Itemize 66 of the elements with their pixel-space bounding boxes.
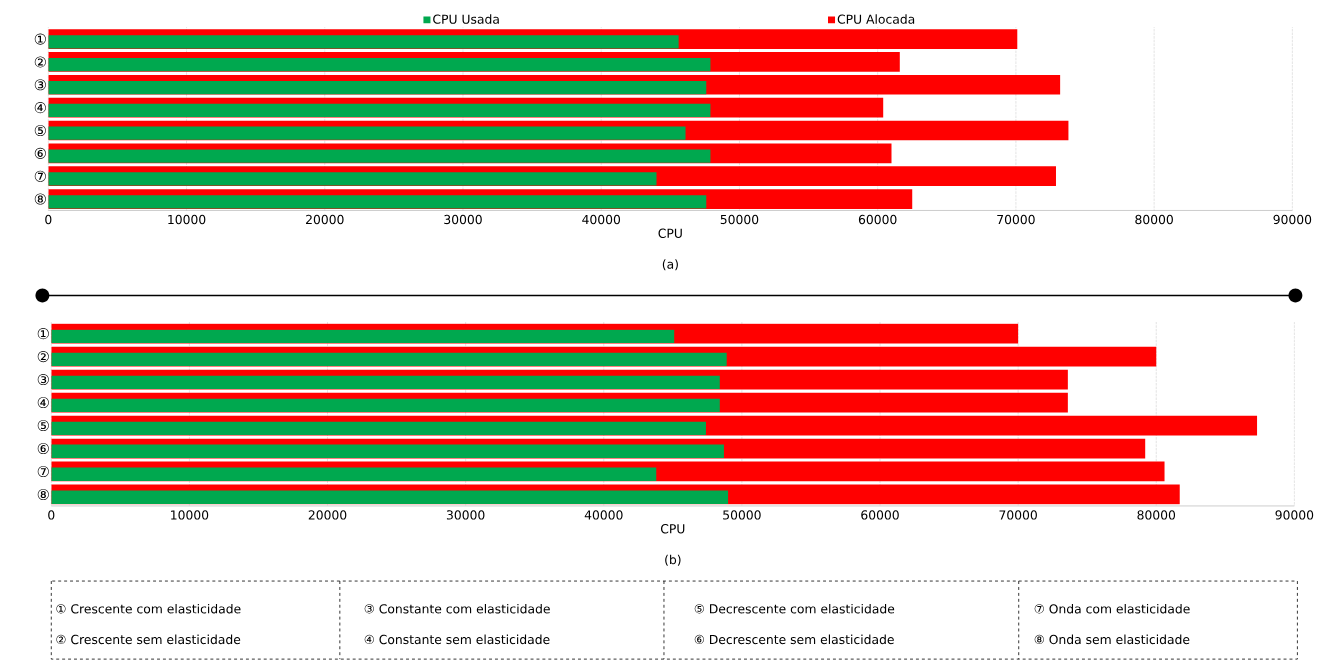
y-tick-label: ② bbox=[34, 56, 46, 68]
y-tick-label: ⑥ bbox=[37, 442, 49, 454]
x-tick-label: 50000 bbox=[720, 214, 759, 225]
x-tick-label: 0 bbox=[45, 214, 52, 225]
y-tick-label: ① bbox=[34, 33, 46, 45]
x-tick-label: 20000 bbox=[308, 510, 347, 520]
bar bbox=[48, 80, 707, 95]
y-tick-label: ⑧ bbox=[34, 193, 46, 205]
y-tick-label: ④ bbox=[34, 102, 46, 114]
x-tick-label: 30000 bbox=[446, 510, 485, 520]
text: ⑤ Decrescente com elasticidade bbox=[694, 603, 895, 614]
text: ① Crescente com elasticidade bbox=[56, 603, 241, 614]
x-tick-label: 90000 bbox=[1275, 510, 1314, 520]
x-tick-label: 40000 bbox=[582, 214, 621, 225]
x-tick-label: 50000 bbox=[723, 510, 761, 520]
bar bbox=[48, 149, 711, 163]
bar bbox=[51, 352, 727, 366]
bar bbox=[48, 172, 657, 186]
bar bbox=[51, 375, 720, 389]
legend-label: CPU Alocada bbox=[837, 14, 915, 24]
text: ⑦ Onda com elasticidade bbox=[1034, 603, 1190, 614]
x-tick-label: 70000 bbox=[997, 214, 1035, 225]
y-tick-label: ③ bbox=[37, 374, 49, 386]
x-tick-label: 60000 bbox=[861, 510, 899, 520]
bar bbox=[51, 444, 724, 458]
x-tick-label: 80000 bbox=[1137, 510, 1176, 520]
y-tick-label: ⑤ bbox=[37, 419, 49, 432]
bar bbox=[48, 126, 686, 140]
x-tick-label: 0 bbox=[48, 510, 55, 520]
text: ⑧ Onda sem elasticidade bbox=[1034, 634, 1190, 645]
x-axis-title: CPU bbox=[658, 228, 682, 238]
bar bbox=[48, 35, 679, 49]
bar bbox=[51, 398, 720, 412]
text: ④ Constante sem elasticidade bbox=[364, 634, 550, 645]
bar bbox=[48, 58, 711, 72]
y-tick-label: ② bbox=[37, 351, 49, 363]
bar bbox=[51, 467, 657, 481]
y-tick-label: ③ bbox=[34, 79, 46, 91]
x-axis-title: CPU bbox=[660, 524, 685, 534]
bar bbox=[51, 329, 675, 343]
bar bbox=[51, 490, 729, 504]
y-tick-label: ① bbox=[37, 328, 49, 340]
y-tick-label: ⑤ bbox=[34, 124, 46, 136]
legend-label: CPU Usada bbox=[433, 14, 499, 24]
y-tick-label: ⑦ bbox=[37, 465, 49, 477]
text: ⑥ Decrescente sem elasticidade bbox=[694, 634, 894, 645]
bar bbox=[48, 103, 711, 117]
y-tick-label: ⑥ bbox=[34, 147, 46, 159]
x-tick-label: 90000 bbox=[1273, 214, 1312, 225]
x-tick-label: 10000 bbox=[171, 510, 209, 520]
text: ② Crescente sem elasticidade bbox=[56, 634, 241, 645]
y-tick-label: ⑧ bbox=[37, 488, 49, 500]
x-tick-label: 10000 bbox=[168, 214, 206, 225]
text: ③ Constante com elasticidade bbox=[364, 603, 550, 614]
x-tick-label: 30000 bbox=[444, 214, 482, 225]
x-tick-label: 70000 bbox=[999, 510, 1037, 520]
y-tick-label: ⑦ bbox=[34, 170, 46, 182]
x-tick-label: 80000 bbox=[1135, 214, 1173, 225]
x-tick-label: 40000 bbox=[584, 510, 623, 520]
bar bbox=[48, 195, 707, 209]
x-tick-label: 60000 bbox=[858, 214, 897, 225]
bar bbox=[51, 421, 706, 435]
y-tick-label: ④ bbox=[37, 396, 49, 409]
text: (b) bbox=[665, 554, 681, 566]
text: (a) bbox=[662, 259, 678, 271]
x-tick-label: 20000 bbox=[306, 214, 344, 225]
